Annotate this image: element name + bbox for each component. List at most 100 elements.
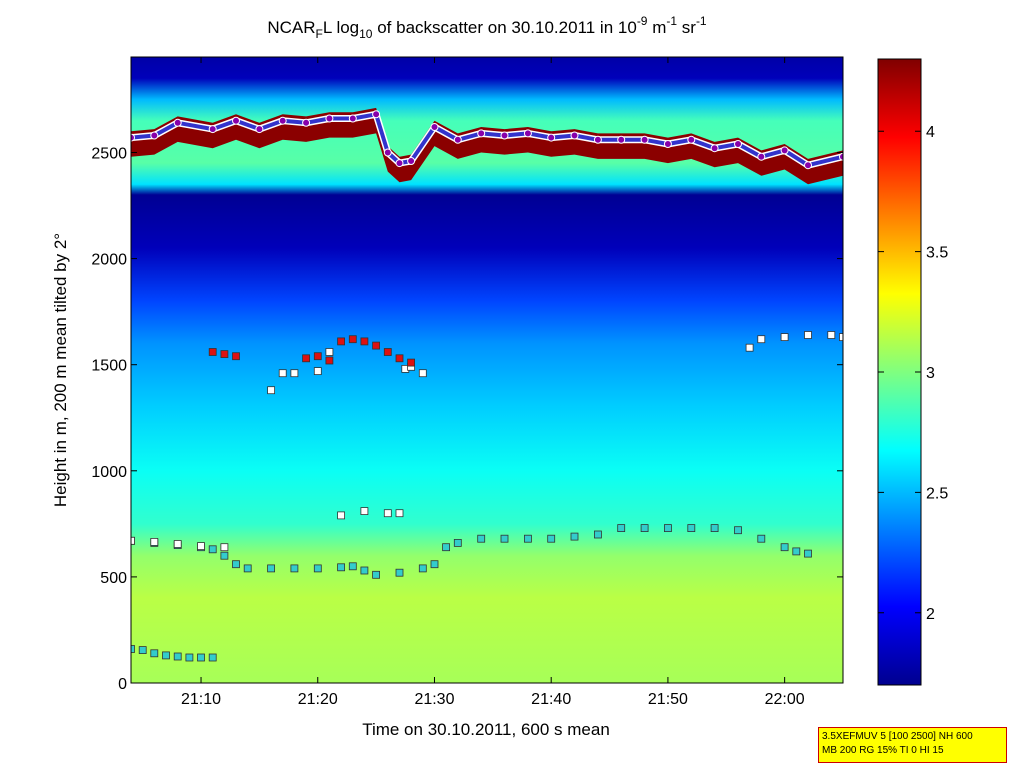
pbl-marker: [687, 524, 696, 532]
white-marker: [325, 348, 334, 356]
cloud-top-point: [617, 135, 626, 144]
plot-frame: [130, 56, 844, 684]
red-marker: [407, 358, 416, 367]
white-marker: [173, 540, 182, 548]
red-marker: [337, 337, 346, 346]
white-marker: [267, 386, 276, 395]
cloud-top-point: [500, 131, 509, 140]
white-marker: [745, 343, 754, 352]
cloud-top-point: [453, 135, 462, 144]
cloud-top-point: [255, 125, 264, 134]
cloud-top-point: [547, 133, 556, 142]
pbl-marker: [360, 566, 369, 575]
x-tick-label: 21:50: [648, 691, 688, 708]
x-tick-label: 21:10: [181, 691, 221, 708]
cloud-top-point: [278, 116, 287, 125]
cloud-top-point: [232, 116, 240, 125]
info-box: 3.5XEFMUV 5 [100 2500] NH 600 MB 200 RG …: [818, 727, 1007, 763]
pbl-marker: [337, 563, 346, 572]
white-marker: [337, 511, 346, 520]
white-marker: [197, 542, 205, 550]
colorbar-tick-label: 2: [926, 606, 935, 623]
pbl-marker: [710, 524, 719, 532]
info-line-1: 3.5XEFMUV 5 [100 2500] NH 600: [822, 731, 973, 742]
cloud-top-point: [687, 135, 696, 144]
cloud-top-point: [173, 118, 182, 127]
info-line-2: MB 200 RG 15% TI 0 HI 15: [822, 745, 944, 756]
cloud-top-point: [395, 159, 404, 168]
pbl-marker: [372, 570, 381, 579]
pbl-marker: [220, 551, 229, 560]
pbl-marker: [267, 564, 276, 573]
white-marker: [827, 331, 836, 339]
cloud-top-point: [477, 129, 486, 138]
low-layer-marker: [173, 652, 182, 661]
red-marker: [360, 337, 369, 346]
pbl-marker: [348, 562, 357, 571]
cloud-top-point: [593, 135, 602, 144]
colorbar-tick-label: 4: [926, 124, 935, 141]
white-marker: [290, 369, 299, 378]
cloud-top-point: [757, 152, 766, 161]
red-marker: [348, 335, 357, 344]
colorbar-tick-label: 3: [926, 365, 935, 382]
red-marker: [232, 352, 240, 361]
pbl-marker: [453, 539, 462, 547]
colorbar-tick-label: 2.5: [926, 485, 948, 502]
x-tick-label: 21:40: [531, 691, 571, 708]
cloud-top-point: [348, 114, 357, 123]
cloud-top-point: [325, 114, 334, 123]
low-layer-marker: [185, 653, 194, 662]
colorbar-axis: 2 2.5 3 3.5 4: [878, 124, 948, 623]
pbl-marker: [418, 564, 427, 573]
cloud-top-point: [663, 140, 672, 148]
low-layer-marker: [131, 645, 135, 653]
cloud-top-point: [302, 118, 311, 127]
pbl-marker: [780, 543, 789, 552]
plot-area: [131, 57, 843, 683]
x-tick-label: 22:00: [765, 691, 805, 708]
cloud-top-point: [640, 135, 649, 144]
red-marker: [372, 341, 381, 350]
cloud-top-point: [570, 131, 579, 140]
low-layer-marker: [197, 653, 205, 662]
pbl-marker: [395, 568, 404, 577]
pbl-marker: [243, 564, 252, 573]
cloud-top-point: [407, 157, 416, 165]
pbl-marker: [617, 524, 626, 532]
pbl-marker: [734, 526, 742, 535]
pbl-marker: [640, 524, 649, 532]
cloud-top-line: [131, 112, 843, 168]
pbl-marker: [792, 547, 801, 556]
y-tick-label: 2000: [91, 252, 127, 269]
x-tick-label: 21:30: [414, 691, 454, 708]
pbl-marker: [430, 560, 439, 569]
white-marker: [360, 507, 369, 516]
cloud-layer: [131, 107, 843, 185]
y-tick-label: 0: [118, 676, 127, 693]
cloud-top-point: [780, 146, 789, 155]
white-marker: [395, 509, 404, 518]
white-marker: [780, 333, 789, 342]
cloud-top-point: [150, 131, 159, 140]
y-tick-label: 2500: [91, 145, 127, 162]
red-marker: [313, 352, 322, 361]
cloud-top-point: [131, 133, 135, 142]
white-marker: [220, 543, 229, 552]
red-marker: [395, 354, 404, 363]
cloud-top-point: [839, 152, 843, 161]
pbl-marker: [664, 524, 672, 532]
white-marker: [418, 369, 427, 378]
red-marker: [302, 354, 311, 363]
cloud-top-point: [372, 110, 381, 119]
pbl-marker: [500, 534, 509, 543]
cloud-band: [131, 107, 843, 185]
pbl-marker: [290, 564, 299, 573]
low-layer-marker: [208, 653, 217, 662]
white-marker: [804, 331, 812, 339]
cloud-top-point: [383, 148, 392, 157]
colorbar: [877, 58, 922, 686]
red-marker: [383, 348, 392, 356]
pbl-marker: [594, 530, 602, 539]
